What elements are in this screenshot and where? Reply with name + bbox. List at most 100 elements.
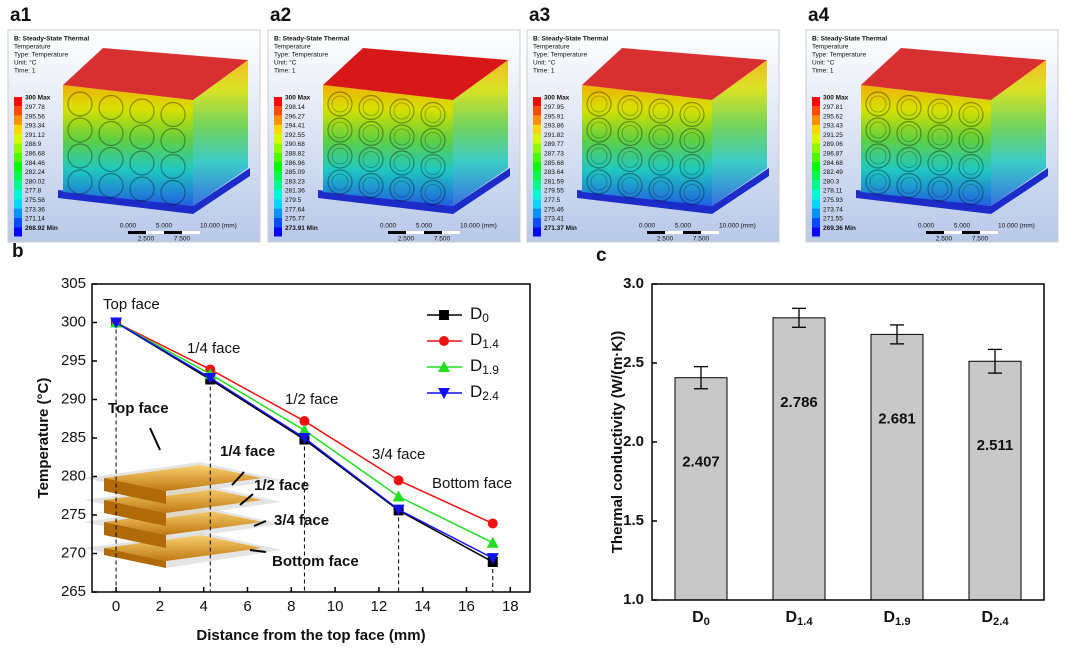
tube-inner	[869, 147, 887, 165]
y-tick-label: 1.0	[623, 591, 644, 608]
block-front	[861, 85, 991, 206]
y-tick-label: 290	[61, 390, 86, 407]
plot-frame	[651, 283, 1045, 601]
legend-swatch	[533, 180, 541, 190]
tube-inner	[590, 173, 608, 191]
annotation: 1/2 face	[285, 391, 338, 408]
legend-label: 293.86	[544, 123, 564, 130]
header-line: Temperature	[274, 44, 311, 51]
scale-bar-half	[701, 231, 719, 234]
legend-label: 269.36 Min	[823, 225, 856, 232]
x-tick-label: 12	[371, 598, 388, 615]
tube-inner	[869, 121, 887, 139]
legend-label: 275.93	[823, 197, 843, 204]
legend-swatch	[274, 115, 282, 125]
header-line: Time: 1	[533, 68, 555, 75]
y-tick-label: 285	[61, 429, 86, 446]
scale-label: 10.000 (mm)	[719, 223, 756, 230]
scale-label: 7.500	[174, 236, 191, 243]
tube-inner	[621, 125, 639, 142]
block-base	[58, 168, 250, 214]
scale-label: 2.500	[657, 236, 674, 243]
tube-inner	[652, 128, 670, 146]
y-tick-label: 1.5	[623, 512, 644, 529]
legend-marker	[439, 310, 449, 320]
header-line: Unit: °C	[812, 59, 835, 67]
legend-swatch	[14, 97, 22, 107]
tube-inner	[931, 102, 949, 120]
tube-inner	[362, 99, 380, 116]
header-line: B: Steady-State Thermal	[812, 36, 887, 43]
legend-label: 275.46	[544, 206, 564, 213]
legend-swatch	[533, 115, 541, 125]
legend-swatch	[812, 152, 820, 163]
scale-label: 5.000	[954, 223, 971, 230]
legend-label: 294.41	[285, 123, 305, 130]
tube-inner	[962, 132, 980, 149]
tube-end	[67, 169, 93, 195]
legend-swatch	[274, 106, 282, 116]
tube-inner	[652, 180, 670, 198]
marker	[486, 536, 499, 548]
legend-label: 284.68	[823, 160, 843, 167]
legend-swatch	[274, 134, 282, 144]
marker	[298, 424, 311, 436]
legend-swatch	[14, 190, 22, 200]
legend-swatch	[533, 134, 541, 144]
tube-inner	[931, 154, 949, 172]
marker	[204, 372, 217, 384]
legend-swatch	[533, 217, 541, 228]
legend-label: 283.64	[544, 169, 564, 176]
tube-end	[586, 91, 612, 117]
tube-inner	[331, 95, 349, 113]
tube-inner	[393, 102, 411, 120]
block-side	[991, 60, 1046, 206]
legend-swatch	[812, 208, 820, 218]
tube-end	[617, 146, 643, 173]
legend-label: 273.91 Min	[285, 225, 318, 232]
legend-swatch	[812, 199, 820, 209]
tube-end	[648, 176, 674, 202]
x-tick-label: 16	[458, 598, 475, 615]
x-tick-label: D1.4	[785, 609, 813, 628]
legend-swatch	[274, 217, 282, 228]
legend-label: 295.91	[544, 113, 564, 120]
scale-label: 10.000 (mm)	[200, 223, 237, 230]
marker	[298, 433, 311, 444]
tube-inner	[590, 95, 608, 113]
tube-end	[358, 120, 384, 147]
scale-label: 5.000	[675, 223, 692, 230]
tube-end	[958, 101, 984, 128]
legend-label: 300 Max	[544, 95, 570, 102]
header-line: Temperature	[533, 44, 570, 51]
scale-label: 0.000	[639, 223, 656, 230]
tube-end	[927, 98, 953, 124]
legend-label: 275.77	[285, 216, 305, 223]
tube-inner	[331, 147, 349, 165]
legend-label: 289.06	[823, 141, 843, 148]
legend-swatch	[274, 208, 282, 218]
annotation: Bottom face	[432, 475, 512, 492]
marker	[392, 504, 405, 516]
tube-end	[679, 101, 705, 128]
x-tick-label: D1.9	[883, 609, 910, 628]
x-tick-label: 8	[287, 598, 295, 615]
tube-inner	[683, 158, 701, 175]
scale-label: 10.000 (mm)	[998, 223, 1035, 230]
tube-end	[98, 94, 124, 121]
tube-inner	[652, 154, 670, 172]
legend-label: 300 Max	[823, 95, 849, 102]
tube-end	[129, 124, 155, 150]
scale-bar-half	[406, 231, 424, 234]
y-tick-label: 275	[61, 506, 86, 523]
block-base	[318, 168, 510, 214]
legend-label: 283.23	[285, 178, 305, 185]
x-tick-label: 6	[243, 598, 251, 615]
tube-end	[67, 117, 93, 143]
panel-label: c	[596, 245, 607, 266]
block-base	[577, 168, 769, 214]
legend-swatch	[812, 217, 820, 228]
legend-label: 273.41	[544, 216, 564, 223]
legend-label: 282.49	[823, 169, 843, 176]
